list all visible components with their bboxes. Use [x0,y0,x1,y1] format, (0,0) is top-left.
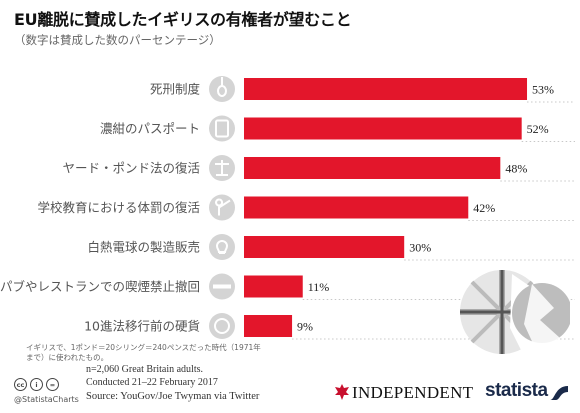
bar [244,157,501,179]
cigarette-icon [209,273,235,300]
passport-icon-bg [209,115,235,142]
scale-icon-shape [215,160,229,176]
category-label: 学校教育における体罰の復活 [37,200,200,215]
chart-row: 白熱電球の製造販売 30% [87,234,575,261]
lightbulb-icon-shape [216,240,229,254]
bar [244,275,303,298]
footnote: イギリスで、1ポンド＝20シリング＝240ペンスだった時代（1971年まで）に使… [26,343,261,362]
chart-title: EU離脱に賛成したイギリスの有権者が望むこと [14,10,352,29]
eagle-logo-icon [334,383,350,405]
date-note: Conducted 21–22 February 2017 [86,377,218,388]
bar [244,117,522,140]
category-label: 10進法移行前の硬貨 [84,319,200,334]
bar [244,78,528,100]
chart-row: ヤード・ポンド法の復活 48% [62,155,575,182]
category-label: ヤード・ポンド法の復活 [62,161,200,176]
statista-logo: statista [485,380,548,401]
chart-row: 10進法移行前の硬貨 9% [84,313,575,340]
chart-row: 学校教育における体罰の復活 42% [37,194,575,221]
lightbulb-icon-bg [209,234,235,260]
chart-row: 濃紺のパスポート 52% [100,115,575,142]
coin-icon-shape [214,318,230,334]
value-label: 9% [297,320,313,334]
category-label: 白熱電球の製造販売 [87,240,200,255]
noose-icon-bg [209,76,235,102]
value-label: 30% [409,241,431,255]
category-label: パブやレストランでの喫煙禁止撤回 [0,279,200,294]
teacher-cane-icon-bg [209,194,235,221]
bar [244,315,293,337]
equals-icon: = [46,378,59,391]
value-label: 11% [308,280,330,294]
noose-icon [209,76,235,102]
chart-row: パブやレストランでの喫煙禁止撤回 11% [0,273,575,300]
lightbulb-icon [209,234,235,260]
bar [244,196,469,219]
independent-logo: INDEPENDENT [352,383,474,402]
value-label: 53% [532,83,554,97]
teacher-cane-icon-shape [215,198,231,216]
category-label: 死刑制度 [150,82,201,97]
source-text: Source: YouGov/Joe Twyman via Twitter [86,391,260,402]
category-label: 濃紺のパスポート [100,121,200,136]
noose-icon-shape [217,77,228,97]
attribution-icon: i [30,378,43,391]
brexit-flag-graphic [452,268,572,360]
statista-mark-icon [550,385,568,404]
value-label: 52% [527,122,549,136]
value-label: 42% [473,201,495,215]
chart-row: 死刑制度 53% [150,76,575,103]
survey-notes: n=2,060 Great Britain adults. Conducted … [86,363,218,389]
bar [244,236,405,258]
cc-license-icon: cc [14,378,27,391]
value-label: 48% [505,162,527,176]
passport-icon [209,115,235,142]
chart-subtitle: （数字は賛成した数のパーセンテージ） [14,33,221,47]
coin-icon-bg [209,313,235,339]
coin-icon [209,313,235,339]
scale-icon [209,155,235,181]
cigarette-icon-shape [213,284,231,289]
statista-handle: @StatistaCharts [14,395,79,404]
sample-size-note: n=2,060 Great Britain adults. [86,364,204,375]
passport-icon-shape [215,119,229,138]
teacher-cane-icon [209,194,235,221]
